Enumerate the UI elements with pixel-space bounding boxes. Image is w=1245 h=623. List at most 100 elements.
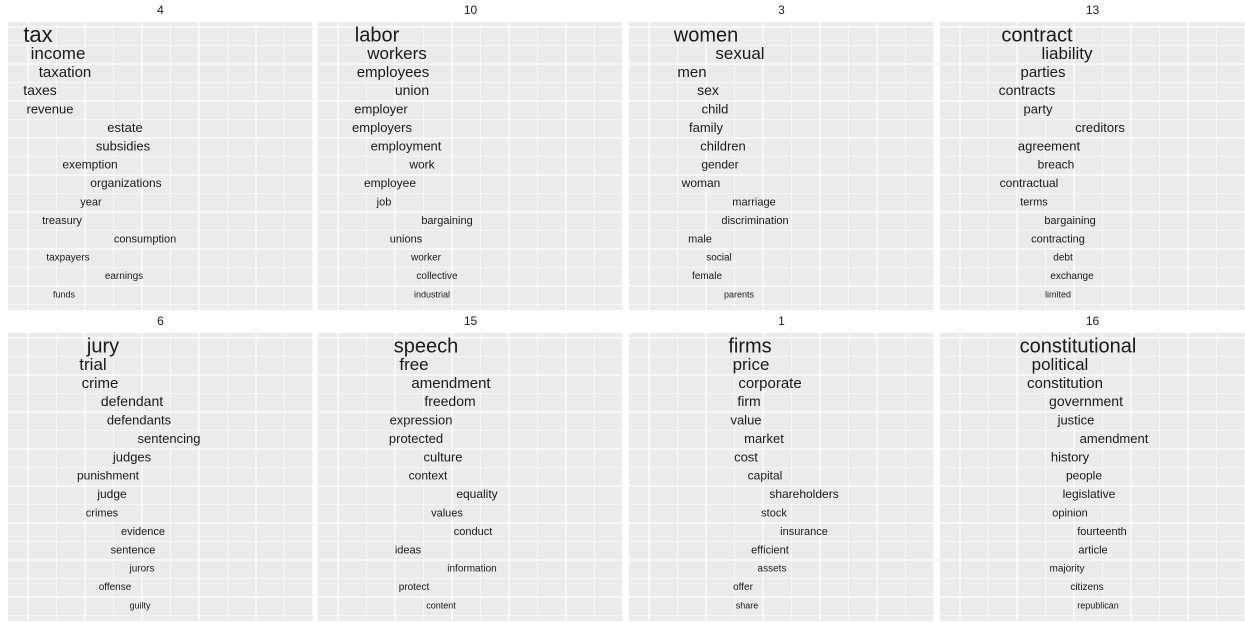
- word: income: [31, 44, 86, 63]
- word: labor: [355, 24, 400, 46]
- facet-title: 3: [778, 3, 785, 17]
- word: judges: [112, 449, 152, 464]
- word: revenue: [27, 101, 74, 116]
- word: offer: [733, 582, 753, 593]
- word: bargaining: [421, 215, 472, 227]
- word: expression: [390, 412, 453, 427]
- word: justice: [1057, 412, 1095, 427]
- word: culture: [423, 449, 462, 464]
- word: marriage: [732, 196, 775, 208]
- word: people: [1066, 469, 1102, 483]
- word: job: [376, 196, 392, 208]
- word: parties: [1020, 64, 1065, 81]
- word: defendant: [101, 393, 163, 409]
- word: treasury: [42, 215, 82, 227]
- word: sexual: [715, 44, 764, 63]
- word: defendants: [107, 412, 172, 427]
- word: offense: [99, 582, 132, 593]
- word: opinion: [1052, 507, 1087, 519]
- word: employer: [354, 101, 408, 116]
- word: majority: [1049, 564, 1084, 575]
- word: organizations: [90, 176, 161, 190]
- word: firms: [728, 335, 771, 357]
- word: values: [431, 507, 463, 519]
- word: freedom: [424, 393, 475, 409]
- word: funds: [53, 289, 76, 299]
- word: men: [677, 64, 706, 81]
- word: equality: [456, 487, 497, 501]
- word: terms: [1020, 196, 1048, 208]
- facet-title: 15: [464, 314, 478, 328]
- word: children: [700, 138, 746, 153]
- word: contractual: [1000, 176, 1059, 190]
- word: constitutional: [1020, 335, 1137, 357]
- panel-background: [8, 22, 313, 310]
- word: shareholders: [769, 487, 838, 501]
- word: gender: [701, 158, 738, 172]
- word: legislative: [1063, 487, 1116, 501]
- word: constitution: [1027, 375, 1103, 392]
- word: republican: [1077, 600, 1119, 610]
- word: context: [409, 469, 448, 483]
- word: taxes: [23, 82, 56, 98]
- word: employers: [352, 120, 412, 135]
- word: ideas: [395, 544, 422, 556]
- word: women: [673, 24, 738, 46]
- word: exemption: [62, 158, 117, 172]
- word: insurance: [780, 526, 828, 538]
- word: government: [1049, 393, 1123, 409]
- word: debt: [1053, 253, 1073, 264]
- word: tax: [23, 22, 52, 47]
- word: consumption: [114, 233, 176, 245]
- word: conduct: [454, 526, 493, 538]
- word: assets: [758, 564, 787, 575]
- word: liability: [1041, 44, 1093, 63]
- word: work: [408, 158, 435, 172]
- word: value: [730, 412, 761, 427]
- word: protected: [389, 431, 443, 446]
- word: woman: [681, 176, 721, 190]
- word: firm: [737, 393, 760, 409]
- word: taxation: [39, 64, 92, 81]
- word: worker: [410, 253, 442, 264]
- word: year: [80, 196, 102, 208]
- word: protect: [399, 582, 430, 593]
- panel-background: [318, 22, 623, 310]
- word: speech: [394, 335, 459, 357]
- word: political: [1032, 355, 1089, 374]
- word: estate: [107, 120, 142, 135]
- word: contracts: [999, 82, 1056, 98]
- word: trial: [79, 355, 106, 374]
- word: efficient: [751, 544, 789, 556]
- word: sentence: [111, 544, 156, 556]
- word: article: [1078, 544, 1107, 556]
- word: corporate: [738, 375, 801, 392]
- word: fourteenth: [1077, 526, 1127, 538]
- word: creditors: [1075, 120, 1125, 135]
- word: jurors: [128, 564, 154, 575]
- word: bargaining: [1044, 215, 1095, 227]
- word: market: [744, 431, 784, 446]
- word: jury: [86, 335, 119, 357]
- panel-background: [940, 333, 1245, 621]
- facet-title: 13: [1086, 3, 1100, 17]
- word: unions: [390, 233, 423, 245]
- facet-title: 4: [157, 3, 164, 17]
- word: capital: [748, 469, 783, 483]
- word: contracting: [1031, 233, 1085, 245]
- word: family: [689, 120, 723, 135]
- word: citizens: [1070, 582, 1103, 593]
- word: male: [688, 233, 712, 245]
- word: cost: [734, 449, 758, 464]
- word: child: [702, 101, 729, 116]
- word: employment: [371, 138, 442, 153]
- word: contract: [1001, 24, 1073, 46]
- word: guilty: [129, 600, 151, 610]
- word: social: [706, 253, 732, 264]
- panel-background: [629, 333, 934, 621]
- word: exchange: [1050, 271, 1094, 282]
- word: subsidies: [96, 138, 151, 153]
- word: judge: [96, 487, 127, 501]
- word: history: [1051, 449, 1090, 464]
- word: employee: [364, 176, 416, 190]
